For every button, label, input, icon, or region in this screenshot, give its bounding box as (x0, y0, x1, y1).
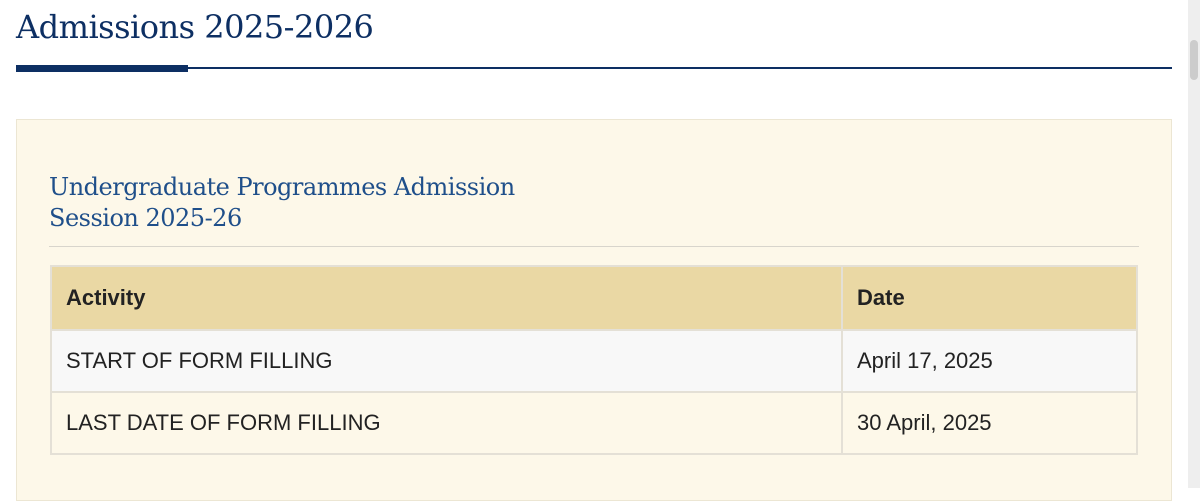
title-rule (16, 67, 1172, 69)
page-body: Admissions 2025-2026 Undergraduate Progr… (16, 0, 1200, 501)
table-row: START OF FORM FILLING April 17, 2025 (50, 329, 1138, 393)
heading-line: Session 2025-26 (49, 204, 242, 232)
header-row: Activity Date (50, 265, 1138, 331)
scroll-thumb[interactable] (1190, 40, 1198, 80)
table-cell: START OF FORM FILLING (50, 329, 843, 393)
table-cell: 30 April, 2025 (841, 391, 1138, 455)
page-title: Admissions 2025-2026 (16, 8, 374, 46)
column-header: Date (841, 265, 1138, 331)
divider (49, 246, 1139, 247)
schedule-table: Activity Date START OF FORM FILLING April… (50, 265, 1138, 455)
admission-panel: Undergraduate Programmes Admission Sessio… (16, 119, 1172, 501)
column-header: Activity (50, 265, 843, 331)
heading-line: Undergraduate Programmes Admission (49, 173, 515, 201)
table-cell: April 17, 2025 (841, 329, 1138, 393)
scrollbar[interactable] (1188, 0, 1200, 488)
page: Admissions {"header": {"title": "Admissi… (16, 0, 1200, 501)
table-cell: LAST DATE OF FORM FILLING (50, 391, 843, 455)
panel-heading: Undergraduate Programmes Admission Sessio… (49, 172, 515, 234)
table-row: LAST DATE OF FORM FILLING 30 April, 2025 (50, 391, 1138, 455)
title-accent (16, 65, 188, 72)
